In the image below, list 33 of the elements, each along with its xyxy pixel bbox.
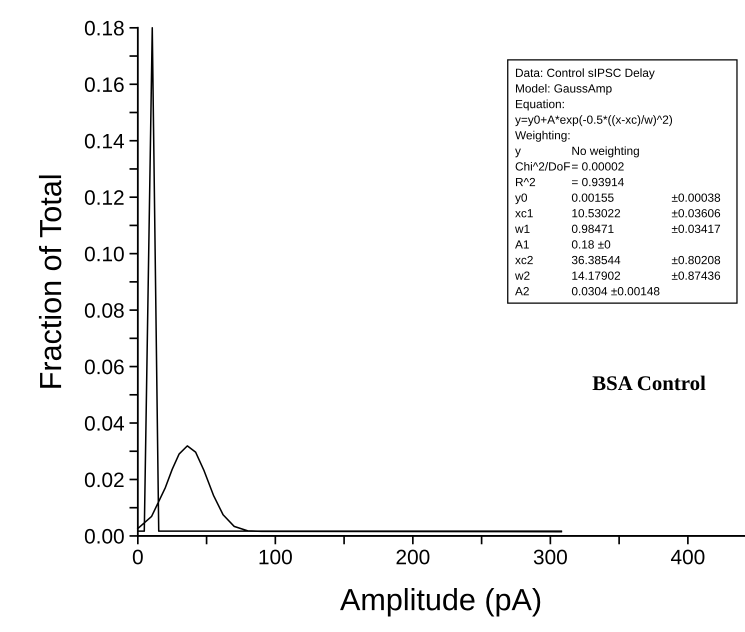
y-tick-label: 0.16	[84, 77, 124, 92]
y-tick-label: 0.04	[84, 416, 124, 431]
x-axis-title: Amplitude (pA)	[340, 588, 540, 616]
x-tick-label: 300	[534, 550, 567, 564]
text: y0 0.00155 ±0.00038	[515, 193, 720, 204]
text: xc2 36.38544 ±0.80208	[515, 256, 720, 264]
annotation: Data: Control sIPSC Delay	[516, 68, 655, 80]
annotation: Weighting:	[515, 130, 570, 142]
text: A1 0.18 ±0	[515, 240, 610, 249]
text: R^2 = 0.93914	[516, 178, 624, 186]
text: xc1 10.53022 ±0.03606	[515, 209, 720, 218]
text: w1 0.98471 ±0.03417	[515, 224, 720, 234]
x-tick-label: 0	[132, 550, 143, 564]
annotation: Equation:	[516, 100, 564, 111]
annotation: BSA Control	[592, 376, 706, 390]
y-tick-label: 0.00	[84, 528, 124, 544]
x-tick-label: 200	[396, 550, 430, 564]
annotation: Model: GaussAmp	[516, 84, 612, 95]
y-tick-label: 0.02	[84, 472, 124, 488]
y-tick-label: 0.08	[84, 303, 124, 318]
x-tick-label: 100	[260, 550, 292, 564]
annotation: y=y0+A*exp(-0.5*((x-xc)/w)^2)	[515, 115, 672, 126]
text: y No weighting	[515, 146, 639, 158]
y-tick-label: 0.14	[84, 134, 124, 148]
y-tick-label: 0.06	[84, 360, 124, 374]
x-tick-label: 400	[670, 550, 704, 564]
y-tick-label: 0.12	[84, 190, 124, 205]
text: w2 14.17902 ±0.87436	[515, 271, 720, 280]
text: A2 0.0304 ±0.00148	[515, 287, 660, 296]
annotation: Chi^2/DoF = 0.00002	[516, 162, 624, 171]
y-tick-label: 0.18	[84, 20, 124, 36]
y-axis-title: Fraction of Total	[38, 175, 62, 388]
y-tick-label: 0.10	[84, 246, 124, 262]
